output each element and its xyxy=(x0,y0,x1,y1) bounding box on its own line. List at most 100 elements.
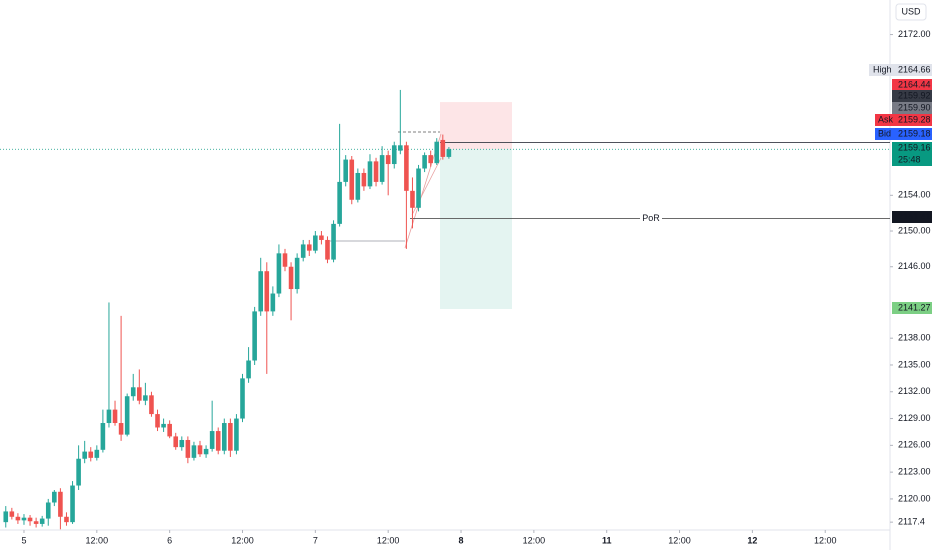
candle-body xyxy=(82,451,87,459)
candle-body xyxy=(337,181,342,224)
candle-body xyxy=(343,159,348,182)
candle-body xyxy=(112,409,118,424)
y-tick-label: 2120.00 xyxy=(898,493,931,503)
y-tick-label: 2154.00 xyxy=(898,190,931,200)
candle-body xyxy=(100,423,106,450)
candle-body xyxy=(416,168,421,208)
price-label: 2159.18 xyxy=(898,128,931,138)
x-tick-label: 5 xyxy=(21,535,26,545)
target-zone xyxy=(440,149,512,309)
y-tick-label: 2123.00 xyxy=(898,467,931,477)
candle-body xyxy=(234,418,239,451)
price-label-box xyxy=(892,114,932,126)
candle-body xyxy=(398,145,403,151)
candle-body xyxy=(39,518,45,524)
candle-body xyxy=(325,239,330,260)
candle-body xyxy=(313,235,318,251)
price-tag-box xyxy=(875,128,892,140)
candle-body xyxy=(379,155,385,182)
candle-body xyxy=(124,396,130,435)
candle-body xyxy=(434,141,440,164)
candle-body xyxy=(440,139,446,157)
timer-box xyxy=(892,154,932,166)
price-label-box xyxy=(892,64,932,76)
candle-body xyxy=(197,445,203,455)
price-label: 2159.16 xyxy=(898,142,931,152)
candle-body xyxy=(191,445,197,458)
candle-body xyxy=(349,159,355,200)
x-tick-label: 12:00 xyxy=(523,535,546,545)
candle-body xyxy=(3,511,9,523)
x-tick-label: 12:00 xyxy=(814,535,837,545)
candle-body xyxy=(58,491,63,517)
x-tick-label: 12:00 xyxy=(377,535,400,545)
candle-body xyxy=(294,257,300,290)
price-tag: Bid xyxy=(878,128,891,138)
x-tick-label: 6 xyxy=(167,535,172,545)
candle-body xyxy=(258,271,264,312)
y-tick-label: 2150.00 xyxy=(898,225,931,235)
candle-body xyxy=(106,409,112,424)
candle-body xyxy=(288,266,294,290)
stop-zone xyxy=(440,102,512,150)
candle-body xyxy=(246,360,251,379)
candle-body xyxy=(367,161,373,187)
candle-body xyxy=(130,387,136,397)
candle-body xyxy=(118,423,124,435)
x-tick-label: 8 xyxy=(459,535,464,545)
price-label: 2164.66 xyxy=(898,64,931,74)
candle-body xyxy=(228,423,233,451)
currency-button[interactable] xyxy=(895,3,927,21)
candle-body xyxy=(385,155,391,165)
countdown: 25:48 xyxy=(898,154,921,164)
y-tick-label: 2126.00 xyxy=(898,440,931,450)
candle-body xyxy=(21,517,27,521)
y-tick-label: 2138.00 xyxy=(898,333,931,343)
candle-body xyxy=(179,439,185,448)
candle-body xyxy=(88,451,94,458)
candle-body xyxy=(76,458,81,486)
price-label-box xyxy=(892,128,932,140)
candle-body xyxy=(137,387,142,401)
price-label-box xyxy=(892,142,932,154)
candle-body xyxy=(149,395,154,415)
candle-body xyxy=(203,448,209,455)
candle-body xyxy=(161,423,166,428)
x-tick-label: 12:00 xyxy=(86,535,109,545)
candle-body xyxy=(355,172,361,200)
candle-body xyxy=(185,439,191,458)
x-tick-label: 12:00 xyxy=(668,535,691,545)
candle-body xyxy=(276,253,282,294)
candle-body xyxy=(70,485,75,523)
x-tick-label: 12 xyxy=(747,535,757,545)
candle-body xyxy=(404,145,409,191)
candle-body xyxy=(215,431,221,451)
candle-body xyxy=(64,516,69,523)
candle-body xyxy=(9,511,15,517)
y-tick-label: 2146.00 xyxy=(898,261,931,271)
candle-body xyxy=(428,155,433,164)
candle-body xyxy=(300,244,306,258)
candle-body xyxy=(52,491,57,503)
y-tick-label: 2132.00 xyxy=(898,386,931,396)
price-tag: High xyxy=(873,64,892,74)
candle-body xyxy=(33,521,39,524)
x-tick-label: 11 xyxy=(602,535,612,545)
candle-body xyxy=(167,423,172,437)
position-tool xyxy=(440,102,512,309)
currency[interactable]: USD xyxy=(901,6,921,16)
candle-body xyxy=(391,145,397,165)
y-tick-label: 2117.4 xyxy=(898,517,925,527)
candle-body xyxy=(282,253,288,267)
candle-body xyxy=(410,190,415,208)
x-tick-label: 7 xyxy=(313,535,318,545)
candle-body xyxy=(373,161,379,182)
price-label-box xyxy=(892,102,932,114)
price-label: 2164.44 xyxy=(898,79,931,89)
price-tag-box xyxy=(875,114,892,126)
candle-body xyxy=(15,516,21,521)
y-tick-label: 2129.00 xyxy=(898,413,931,423)
price-label: 2141.27 xyxy=(898,302,931,312)
